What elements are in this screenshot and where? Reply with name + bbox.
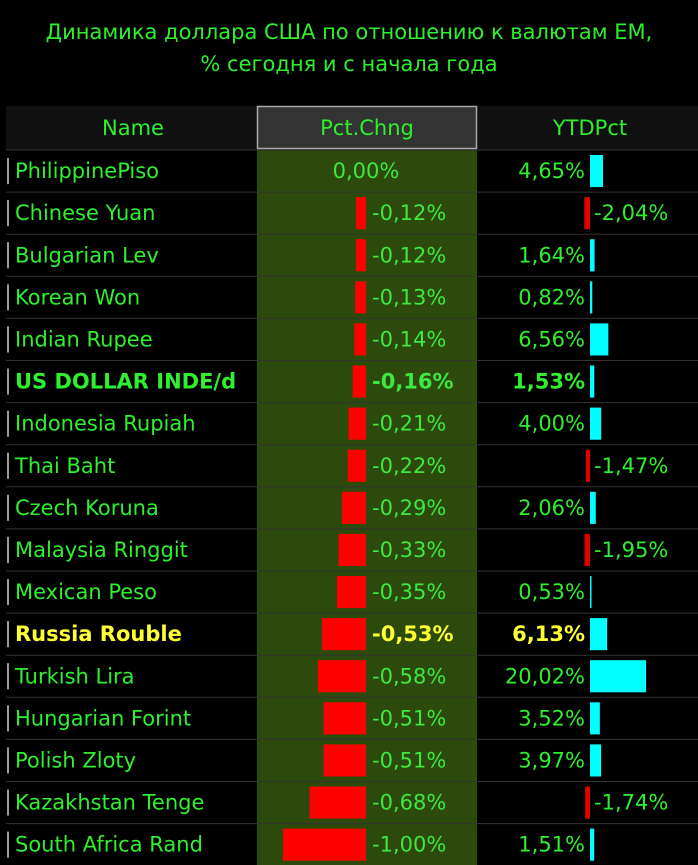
ytd-bar [590,702,600,735]
ytd-label: 4,00% [518,412,585,436]
pct-bar [347,449,366,482]
ytd-bar [585,786,590,819]
pct-label: -0,14% [372,327,446,351]
pct-bar [354,323,366,356]
column-header[interactable]: Name [102,116,164,140]
ytd-label: 6,56% [518,327,585,351]
row-name: Turkish Lira [14,664,135,688]
pct-label: -0,51% [372,748,446,772]
pct-label: -0,12% [372,243,446,267]
pct-label: -0,29% [372,496,446,520]
ytd-bar [584,533,590,566]
row-name: Malaysia Ringgit [15,538,188,562]
ytd-label: 0,82% [518,285,585,309]
pct-label: -0,16% [372,370,454,394]
pct-bar [355,281,366,314]
pct-bar [352,365,366,398]
row-name: PhilippinePiso [15,159,159,183]
ytd-label: -1,47% [594,454,668,478]
ytd-label: 4,65% [518,159,585,183]
pct-label: -0,12% [372,201,446,225]
pct-label: -0,68% [372,791,446,815]
row-name: Mexican Peso [15,580,157,604]
title-line: % сегодня и с начала года [200,52,497,76]
column-header[interactable]: Pct.Chng [320,116,414,140]
ytd-bar [584,197,590,230]
row-name: Russia Rouble [15,622,182,646]
ytd-bar [590,828,595,861]
pct-label: -1,00% [372,833,446,857]
ytd-label: 6,13% [512,622,585,646]
row-name: Kazakhstan Tenge [15,791,204,815]
ytd-bar [590,576,592,609]
pct-bar [322,618,366,651]
ytd-label: -1,95% [594,538,668,562]
pct-bar [338,533,366,566]
ytd-bar [590,323,609,356]
row-name: US DOLLAR INDE/d [15,370,236,394]
ytd-bar [590,618,608,651]
ytd-label: 1,64% [518,243,585,267]
pct-bar [356,239,366,272]
ytd-bar [590,660,647,693]
pct-label: -0,22% [372,454,446,478]
ytd-bar [585,449,590,482]
pct-label: -0,13% [372,285,446,309]
ytd-label: 0,53% [518,580,585,604]
ytd-bar [590,155,604,188]
ytd-label: 1,51% [518,833,585,857]
title-line: Динамика доллара США по отношению к валю… [46,20,653,44]
row-name: Chinese Yuan [15,201,155,225]
pct-label: -0,21% [372,412,446,436]
row-name: South Africa Rand [15,833,203,857]
pct-label: 0,00% [333,159,400,183]
row-name: Korean Won [15,285,140,309]
pct-label: -0,58% [372,664,446,688]
pct-label: -0,33% [372,538,446,562]
pct-bar [317,660,366,693]
ytd-label: 3,52% [518,706,585,730]
ytd-label: 3,97% [518,748,585,772]
ytd-bar [590,407,602,440]
ytd-bar [590,491,596,524]
pct-bar [356,197,366,230]
pct-label: -0,35% [372,580,446,604]
row-name: Bulgarian Lev [15,243,159,267]
sorted-header[interactable] [256,105,478,150]
ytd-label: -1,74% [594,791,668,815]
row-name: Indian Rupee [15,327,153,351]
pct-bar [336,576,366,609]
pct-bar [323,702,366,735]
row-name: Czech Koruna [15,496,159,520]
ytd-bar [590,281,593,314]
pct-bar [309,786,366,819]
pct-bar [283,828,366,861]
ytd-bar [590,744,602,777]
pct-column-bg [257,150,477,865]
pct-bar [348,407,366,440]
ytd-label: 2,06% [518,496,585,520]
row-name: Hungarian Forint [15,706,191,730]
ytd-bar [590,365,595,398]
ytd-bar [590,239,595,272]
row-name: Indonesia Rupiah [15,412,196,436]
pct-label: -0,53% [372,622,454,646]
ytd-label: -2,04% [594,201,668,225]
row-name: Polish Zloty [15,748,136,772]
pct-label: -0,51% [372,706,446,730]
pct-bar [323,744,366,777]
ytd-label: 20,02% [505,664,585,688]
column-header[interactable]: YTDPct [552,116,627,140]
row-name: Thai Baht [14,454,115,478]
pct-bar [341,491,366,524]
ytd-label: 1,53% [512,370,585,394]
